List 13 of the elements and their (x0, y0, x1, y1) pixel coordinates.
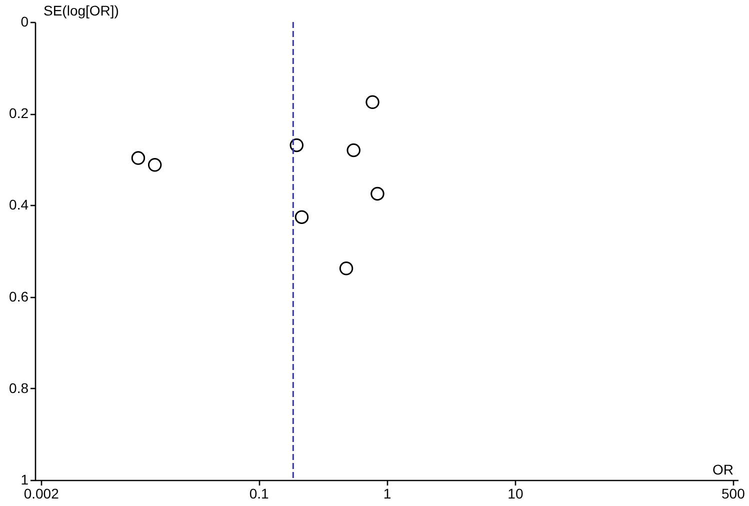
y-tick-label: 0.4 (9, 196, 29, 213)
y-tick-label: 1 (20, 472, 29, 488)
x-tick-label: 1 (383, 486, 392, 502)
x-tick-label: 0.002 (24, 486, 60, 502)
y-tick-label: 0.8 (9, 380, 29, 396)
y-tick-label: 0.6 (9, 288, 29, 304)
x-axis-title: OR (712, 462, 734, 478)
x-tick-label: 500 (722, 486, 746, 502)
y-tick-label: 0 (20, 14, 29, 30)
y-axis-title: SE(log[OR]) (44, 2, 119, 18)
y-tick-label: 0.2 (9, 105, 29, 122)
x-tick-label: 10 (508, 486, 524, 502)
x-tick-label: 0.1 (249, 486, 270, 502)
